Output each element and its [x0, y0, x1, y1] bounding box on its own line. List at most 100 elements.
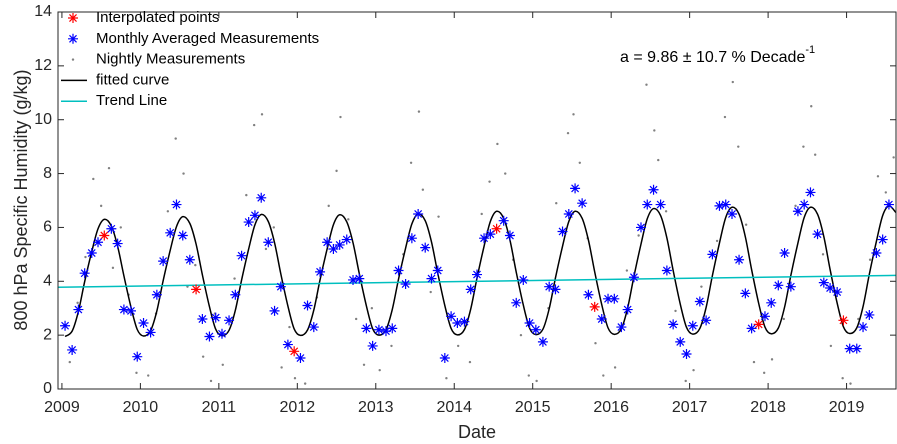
monthly-marker — [759, 311, 770, 322]
nightly-point — [700, 285, 703, 288]
nightly-point — [76, 301, 79, 305]
nightly-point — [327, 204, 330, 208]
monthly-marker — [530, 324, 541, 335]
monthly-marker — [589, 301, 600, 312]
nightly-point — [339, 115, 342, 119]
monthly-marker — [420, 242, 431, 253]
x-tick-label: 2019 — [829, 399, 865, 416]
x-tick-label: 2018 — [750, 399, 786, 416]
monthly-marker — [812, 229, 823, 240]
monthly-marker — [864, 309, 875, 320]
legend-marker — [71, 58, 75, 61]
y-tick-label: 4 — [43, 273, 52, 290]
monthly-marker — [498, 215, 509, 226]
monthly-marker — [694, 296, 705, 307]
marks — [58, 80, 896, 385]
nightly-point — [744, 223, 748, 226]
monthly-marker — [302, 300, 313, 311]
monthly-marker — [73, 304, 84, 315]
monthly-marker — [779, 248, 790, 259]
monthly-marker — [459, 316, 470, 327]
nightly-point — [876, 175, 880, 178]
monthly-marker — [184, 254, 195, 265]
monthly-marker — [792, 206, 803, 217]
monthly-marker — [354, 273, 365, 284]
monthly-marker — [707, 249, 718, 260]
monthly-marker — [210, 312, 221, 323]
nightly-point — [335, 169, 338, 173]
monthly-marker — [289, 346, 300, 357]
monthly-marker — [773, 280, 784, 291]
nightly-point — [657, 158, 660, 162]
nightly-point — [370, 307, 374, 310]
nightly-point — [166, 210, 170, 213]
nightly-point — [566, 131, 570, 135]
monthly-marker — [138, 318, 149, 329]
monthly-marker — [328, 243, 339, 254]
monthly-marker — [472, 269, 482, 280]
monthly-marker — [315, 266, 326, 277]
monthly-marker — [668, 319, 679, 330]
monthly-marker — [282, 339, 293, 350]
monthly-marker — [67, 344, 78, 355]
monthly-marker — [805, 187, 816, 198]
nightly-point — [68, 360, 71, 364]
legend-marker — [68, 33, 78, 44]
y-tick-label: 10 — [34, 111, 52, 128]
y-tick-label: 2 — [43, 326, 52, 343]
monthly-marker — [275, 281, 286, 292]
monthly-marker — [191, 284, 202, 295]
annotation-superscript: -1 — [805, 44, 815, 56]
monthly-marker — [511, 297, 522, 308]
monthly-marker — [334, 239, 345, 250]
monthly-marker — [197, 313, 208, 324]
nightly-point — [625, 269, 629, 272]
x-tick-label: 2013 — [358, 399, 394, 416]
monthly-marker — [714, 200, 725, 211]
monthly-marker — [295, 353, 306, 364]
nightly-point — [111, 266, 115, 270]
monthly-marker — [236, 250, 247, 261]
y-tick-label: 0 — [43, 380, 52, 397]
monthly-marker — [844, 343, 855, 354]
monthly-marker — [263, 237, 274, 248]
nightly-point — [84, 255, 87, 259]
nightly-point — [119, 226, 122, 229]
monthly-marker — [106, 223, 117, 234]
monthly-marker — [93, 237, 104, 248]
nightly-point — [715, 239, 719, 243]
monthly-marker — [544, 281, 555, 292]
monthly-marker — [746, 323, 757, 334]
nightly-point — [770, 358, 774, 361]
monthly-marker — [648, 184, 659, 195]
nightly-point — [555, 201, 558, 205]
nightly-point — [293, 377, 297, 380]
nightly-point — [468, 360, 472, 364]
nightly-point — [182, 172, 185, 175]
nightly-point — [841, 377, 844, 380]
monthly-marker — [465, 284, 476, 295]
monthly-marker — [446, 311, 457, 322]
monthly-marker — [171, 199, 182, 210]
nightly-point — [135, 371, 138, 375]
monthly-marker — [373, 324, 384, 335]
y-tick-label: 14 — [34, 3, 52, 20]
axes-box — [57, 11, 897, 390]
nightly-point — [519, 333, 523, 337]
monthly-marker — [563, 208, 574, 219]
nightly-point — [272, 226, 275, 229]
annotation-text: a = 9.86 ± 10.7 % Decade — [620, 49, 805, 66]
nightly-point — [496, 142, 499, 146]
nightly-point — [821, 253, 825, 256]
nightly-point — [752, 360, 756, 364]
monthly-marker — [877, 234, 888, 245]
nightly-point — [147, 374, 150, 377]
legend-label: Nightly Measurements — [96, 51, 245, 68]
monthly-marker — [832, 287, 843, 298]
nightly-point — [378, 368, 381, 372]
monthly-marker — [851, 343, 862, 354]
monthly-marker — [269, 305, 280, 316]
monthly-marker — [243, 217, 254, 228]
nightly-point — [737, 145, 740, 148]
nightly-point — [868, 258, 872, 261]
